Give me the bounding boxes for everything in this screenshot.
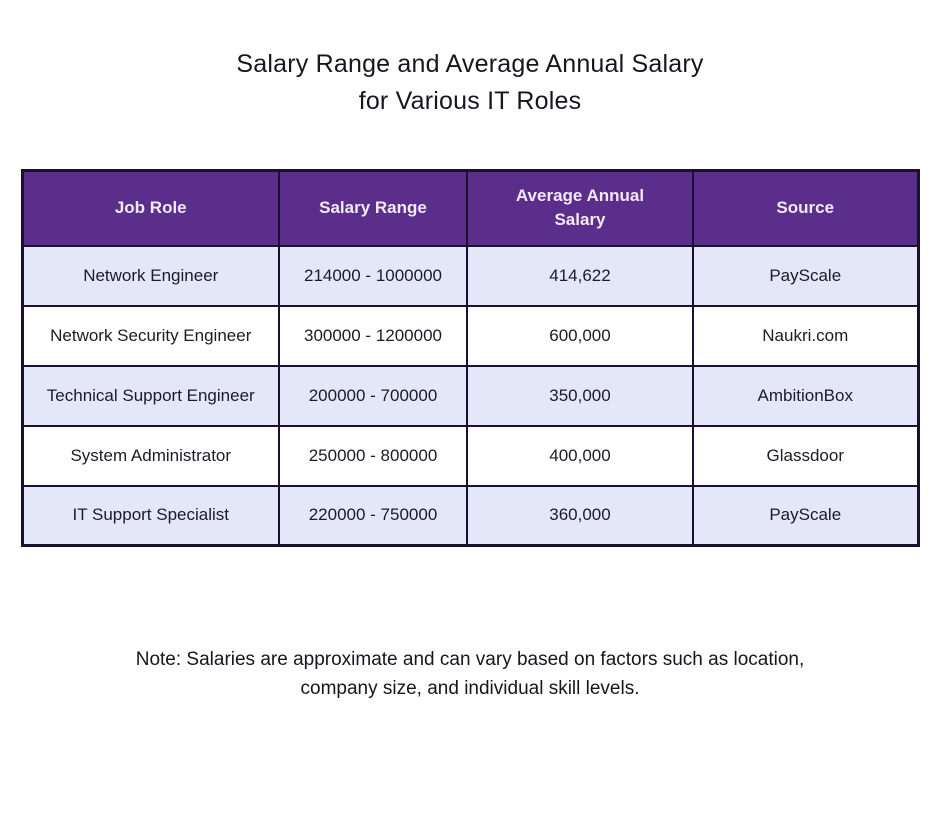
cell-source: AmbitionBox <box>692 364 919 427</box>
cell-salary-range: 200000 - 700000 <box>278 364 468 427</box>
cell-job-role: Network Security Engineer <box>21 304 280 367</box>
page-title-line1: Salary Range and Average Annual Salary <box>236 50 704 78</box>
table-header-row: Job Role Salary Range Average Annual Sal… <box>21 169 919 247</box>
table-row: IT Support Specialist 220000 - 750000 36… <box>21 484 919 547</box>
cell-source: Glassdoor <box>692 424 919 487</box>
cell-source: PayScale <box>692 244 919 307</box>
page-title-line2: for Various IT Roles <box>358 87 582 115</box>
cell-average-annual-salary: 400,000 <box>466 424 694 487</box>
cell-job-role: IT Support Specialist <box>21 484 280 547</box>
note-line2: company size, and individual skill level… <box>300 678 640 699</box>
page: Salary Range and Average Annual Salary f… <box>0 46 940 834</box>
table-row: Network Security Engineer 300000 - 12000… <box>21 304 919 367</box>
column-header-job-role: Job Role <box>21 169 280 247</box>
cell-salary-range: 214000 - 1000000 <box>278 244 468 307</box>
column-header-salary-range: Salary Range <box>278 169 468 247</box>
note-text: Note: Salaries are approximate and can v… <box>0 645 940 703</box>
salary-table: Job Role Salary Range Average Annual Sal… <box>20 169 920 547</box>
cell-job-role: Network Engineer <box>21 244 280 307</box>
cell-average-annual-salary: 350,000 <box>466 364 694 427</box>
cell-average-annual-salary: 414,622 <box>466 244 694 307</box>
cell-average-annual-salary: 600,000 <box>466 304 694 367</box>
cell-job-role: Technical Support Engineer <box>21 364 280 427</box>
cell-salary-range: 300000 - 1200000 <box>278 304 468 367</box>
table-row: System Administrator 250000 - 800000 400… <box>21 424 919 487</box>
cell-source: PayScale <box>692 484 919 547</box>
note-line1: Note: Salaries are approximate and can v… <box>135 649 805 670</box>
column-header-source: Source <box>692 169 919 247</box>
cell-source: Naukri.com <box>692 304 919 367</box>
table-row: Technical Support Engineer 200000 - 7000… <box>21 364 919 427</box>
cell-salary-range: 220000 - 750000 <box>278 484 468 547</box>
page-title: Salary Range and Average Annual Salary f… <box>0 46 940 120</box>
cell-average-annual-salary: 360,000 <box>466 484 694 547</box>
cell-job-role: System Administrator <box>21 424 280 487</box>
table-row: Network Engineer 214000 - 1000000 414,62… <box>21 244 919 307</box>
cell-salary-range: 250000 - 800000 <box>278 424 468 487</box>
column-header-average-annual-salary: Average Annual Salary <box>466 169 694 247</box>
